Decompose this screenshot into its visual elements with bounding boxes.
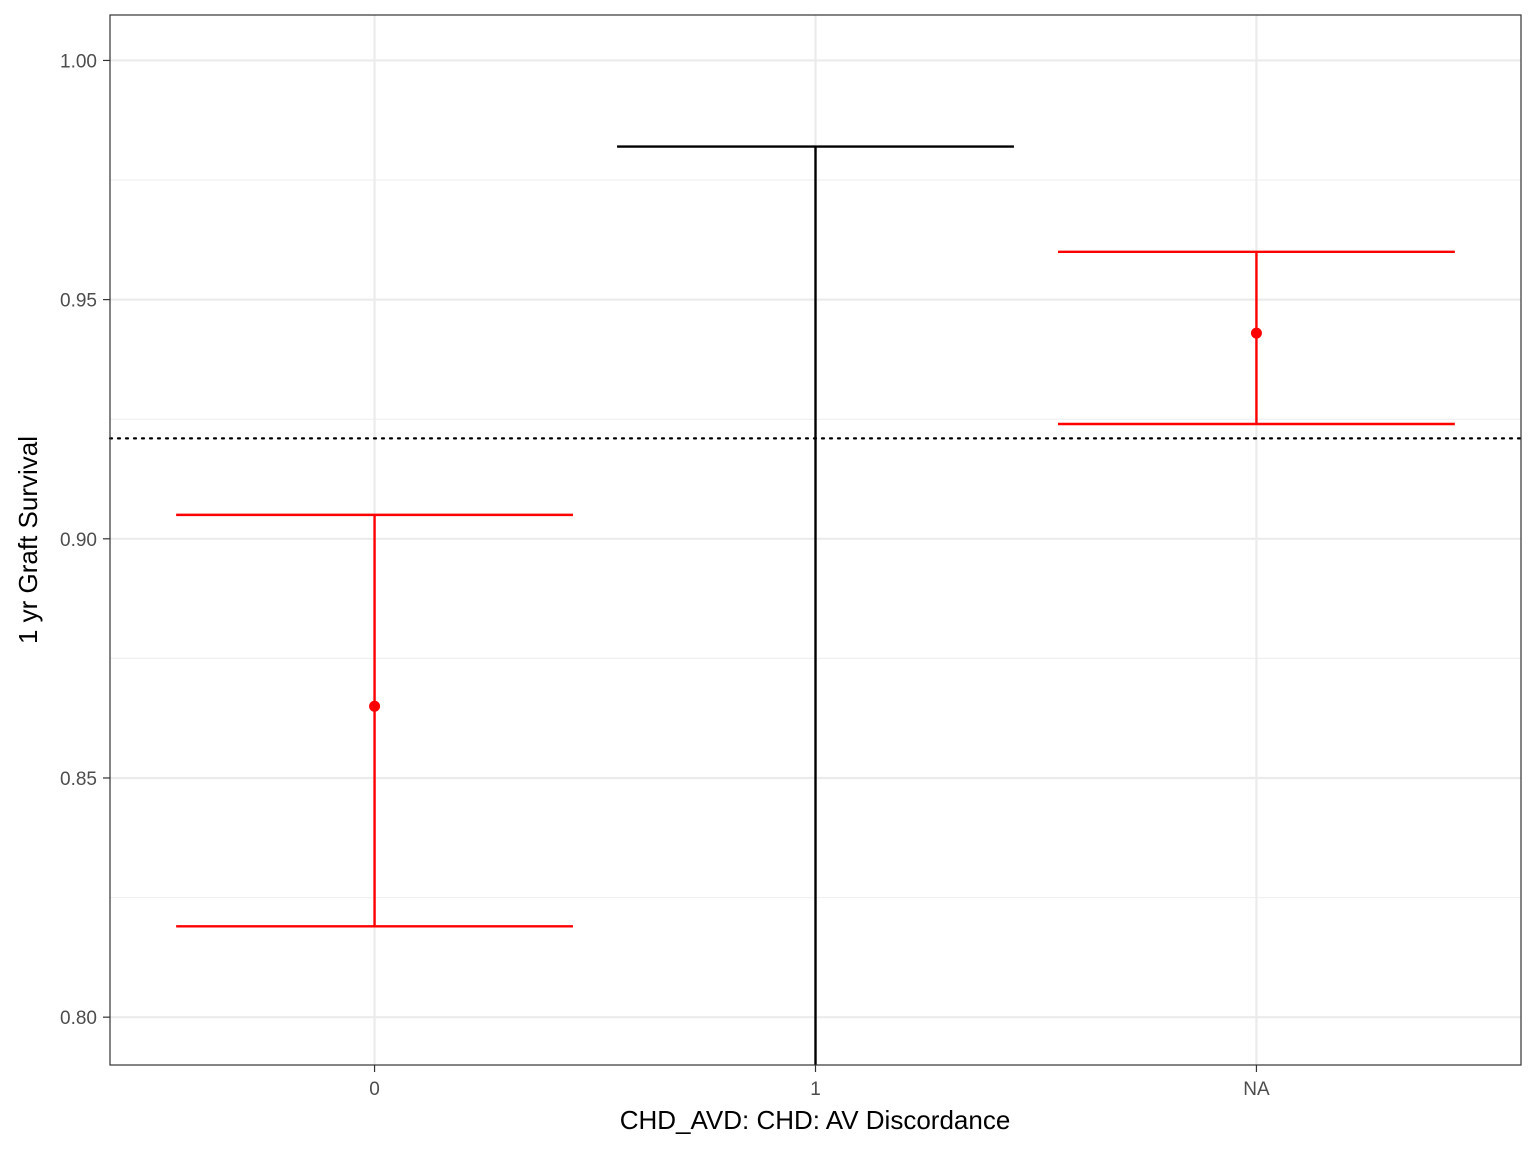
point-estimate xyxy=(369,700,381,712)
y-tick-label: 1.00 xyxy=(60,51,97,72)
y-tick-label: 0.95 xyxy=(60,291,97,312)
errorbar-NA xyxy=(1058,250,1455,426)
x-tick-label: 0 xyxy=(369,1079,380,1100)
errorbars-group xyxy=(176,145,1455,1065)
errorbar-1 xyxy=(617,145,1014,1065)
y-tick-label: 0.80 xyxy=(60,1008,97,1029)
x-tick-label: 1 xyxy=(810,1079,821,1100)
y-axis: 0.80 0.85 0.90 0.95 1.00 xyxy=(60,51,110,1029)
y-axis-title: 1 yr Graft Survival xyxy=(13,436,43,644)
errorbar-0 xyxy=(176,513,573,928)
x-axis: 0 1 NA xyxy=(369,1065,1270,1100)
y-tick-label: 0.90 xyxy=(60,530,97,551)
x-tick-label: NA xyxy=(1243,1079,1270,1100)
x-axis-title: CHD_AVD: CHD: AV Discordance xyxy=(620,1105,1011,1135)
y-tick-label: 0.85 xyxy=(60,769,97,790)
point-estimate xyxy=(1250,327,1262,339)
